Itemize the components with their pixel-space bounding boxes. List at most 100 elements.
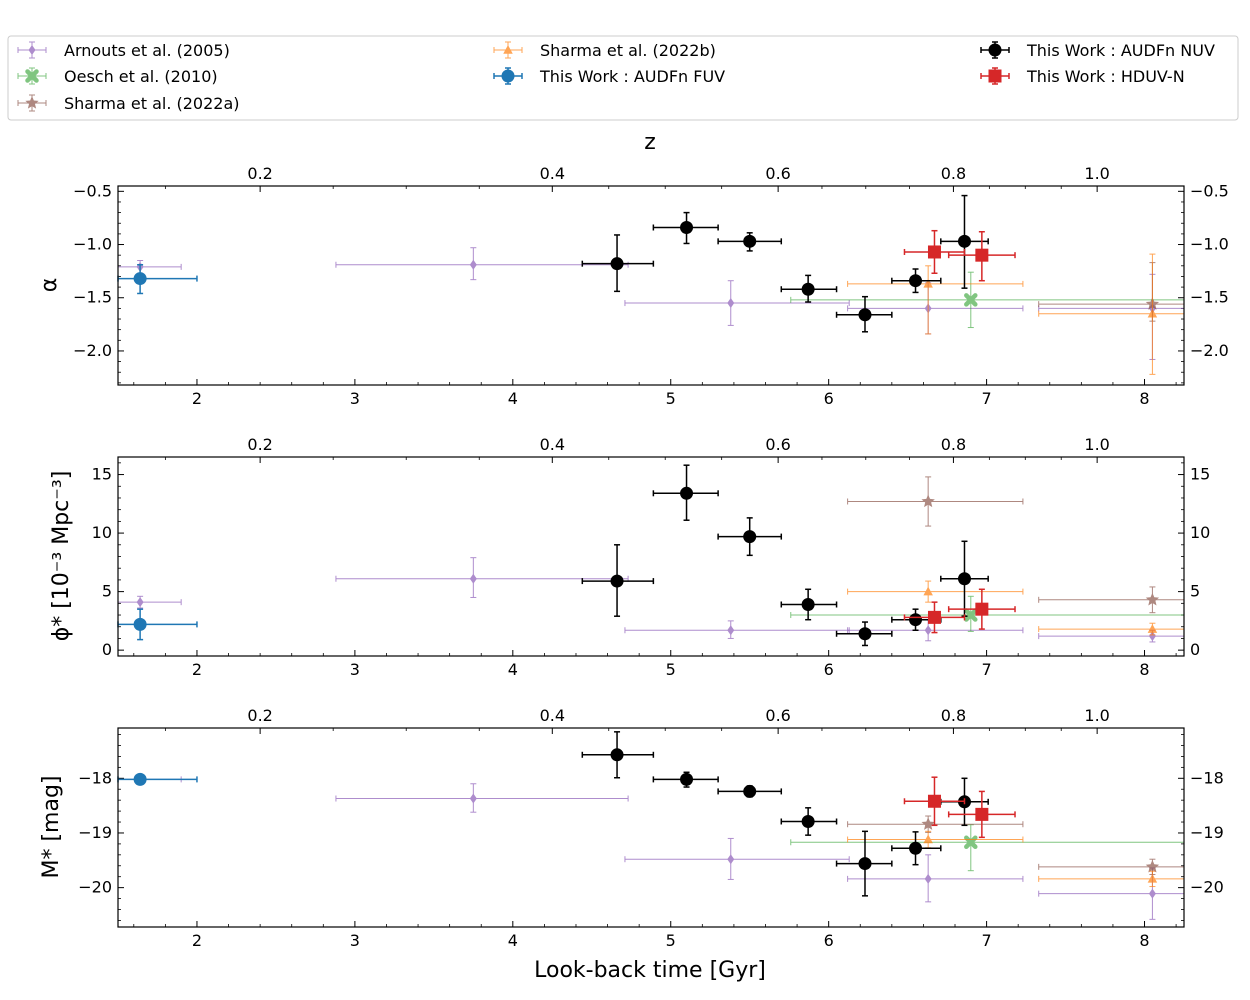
panel-phi-ticks: 2 3 4 5 6 7 8 0.2 0.4 0.6 0.8 1.0 0 0 5 5 10 10 15 15 (92, 435, 1211, 679)
panel-alpha: 2 3 4 5 6 7 8 0.2 0.4 0.6 0.8 1.0 −0.5 −0.5 −1.0 −1.0 −1… (37, 164, 1229, 408)
panel-phi-arnouts-point-0-marker (136, 597, 144, 608)
legend-marker-sharma22a-symbol (25, 96, 39, 109)
legend-marker-fuv-symbol (501, 69, 515, 83)
panel-phi-ytick-label-left: 10 (92, 523, 112, 542)
panel-mstar-sharma22a-point-1 (1038, 858, 1185, 876)
panel-phi-xtick-label-6: 6 (824, 660, 834, 679)
panel-mstar-nuv-point-1-marker (680, 772, 694, 786)
legend-marker-sharma22a (17, 94, 47, 112)
legend-marker-nuv-symbol (988, 43, 1002, 57)
panel-mstar-ytick-label-left: −19 (78, 823, 112, 842)
panel-phi-frame (117, 456, 1185, 657)
panel-alpha-ticks: 2 3 4 5 6 7 8 0.2 0.4 0.6 0.8 1.0 −0.5 −0.5 −1.0 −1.0 −1… (73, 164, 1229, 408)
panel-alpha-data (117, 194, 1185, 375)
panel-mstar-nuv-point-2-marker (743, 784, 757, 798)
panel-alpha-frame (117, 185, 1185, 386)
panel-alpha-ytick-label-right: −2.0 (1190, 341, 1229, 360)
legend: Arnouts et al. (2005) Oesch et al. (2010… (7, 35, 1239, 121)
panel-phi-xtick-label-5: 5 (666, 660, 676, 679)
panel-mstar-arnouts-point-1-marker (469, 793, 477, 804)
panel-alpha-nuv-point-6 (940, 194, 989, 289)
panel-mstar-frame (117, 727, 1185, 928)
panel-phi-nuv-point-3 (780, 588, 838, 621)
panel-mstar-ztick-label-0.2: 0.2 (247, 706, 272, 725)
panel-phi-ytick-label-left: 0 (102, 640, 112, 659)
panel-phi-nuv-point-6-marker (957, 572, 971, 586)
panel-mstar-nuv-point-4-marker (858, 857, 872, 871)
panel-phi: 2 3 4 5 6 7 8 0.2 0.4 0.6 0.8 1.0 0 0 5 5 10 10 15 15 ϕ* [1… (49, 435, 1210, 679)
panel-phi-hduv-point-0 (903, 601, 966, 634)
panel-mstar-hduv-point-0-marker (927, 794, 941, 808)
panel-phi-arnouts-point-2-marker (727, 625, 735, 636)
panel-phi-sharma22b-point-0-marker (923, 586, 933, 596)
panel-alpha-nuv-point-1 (652, 211, 719, 245)
panel-phi-ztick-label-0.8: 0.8 (941, 435, 966, 454)
panel-mstar-ticks: 2 3 4 5 6 7 8 0.2 0.4 0.6 0.8 1.0 −18 −18 −19 −19 −20 −20 (78, 706, 1224, 950)
panel-mstar-arnouts-point-3 (847, 854, 1024, 903)
panel-phi-nuv-point-3-marker (801, 597, 815, 611)
panel-phi-arnouts-point-1 (335, 557, 629, 598)
panel-phi-fuv-point-0 (117, 608, 198, 641)
panel-phi-ytick-label-right: 0 (1190, 640, 1200, 659)
panel-alpha-nuv-point-4 (835, 295, 893, 333)
panel-alpha-oesch-point-0-marker (964, 293, 978, 307)
panel-phi-arnouts-point-4-marker (1148, 631, 1156, 642)
legend-marker-oesch (17, 67, 47, 85)
panel-phi-nuv-point-5-marker (909, 613, 923, 627)
panel-phi-ytick-label-left: 5 (102, 582, 112, 601)
panel-alpha-ylabel: α (37, 278, 62, 293)
legend-marker-sharma22b (493, 41, 523, 59)
legend-label-hduv: This Work : HDUV-N (1026, 67, 1185, 86)
panel-mstar-arnouts-point-2 (624, 837, 850, 880)
panel-phi-arnouts-point-1-marker (469, 573, 477, 584)
panel-phi-xtick-label-4: 4 (508, 660, 518, 679)
panel-alpha-sharma22b-point-1-marker (1147, 308, 1158, 318)
panel-alpha-ytick-label-right: −0.5 (1190, 181, 1229, 200)
panel-mstar-ytick-label-left: −18 (78, 768, 112, 787)
panel-mstar-nuv-point-3-marker (801, 814, 815, 828)
panel-phi-sharma22b-point-1-marker (1147, 624, 1158, 633)
panel-alpha-arnouts-point-2-marker (727, 298, 735, 309)
panel-mstar-xtick-label-7: 7 (981, 931, 991, 950)
panel-alpha-ztick-label-0.8: 0.8 (941, 164, 966, 183)
legend-frame (7, 35, 1239, 121)
panel-mstar-nuv-point-5 (891, 831, 942, 866)
panel-mstar-hduv-point-0 (903, 776, 966, 827)
panel-mstar-ytick-label-right: −20 (1190, 878, 1224, 897)
panel-alpha-xtick-label-6: 6 (824, 389, 834, 408)
panel-phi-hduv-point-1-marker (975, 602, 989, 616)
panel-alpha-fuv-point-0 (117, 263, 198, 295)
panel-mstar-sharma22b-point-0-marker (923, 834, 933, 844)
panel-alpha-xtick-label-5: 5 (666, 389, 676, 408)
panel-mstar-hduv-point-1 (947, 790, 1016, 839)
panel-phi-ztick-label-0.2: 0.2 (247, 435, 272, 454)
panel-mstar-ztick-label-0.8: 0.8 (941, 706, 966, 725)
panel-phi-hduv-point-0-marker (927, 610, 941, 624)
panel-mstar-nuv-point-2 (717, 784, 783, 798)
panel-alpha-arnouts-point-1 (335, 247, 629, 281)
panel-mstar-arnouts-point-3-marker (924, 873, 932, 884)
panel-phi-nuv-point-2-marker (743, 530, 757, 544)
panel-phi-fuv-point-0-marker (133, 617, 147, 631)
panel-phi-ztick-label-0.6: 0.6 (765, 435, 790, 454)
legend-label-sharma22b: Sharma et al. (2022b) (540, 41, 716, 60)
top-x-axis-label: z (644, 130, 656, 155)
panel-phi-nuv-point-4-marker (858, 627, 872, 641)
panel-mstar-ytick-label-left: −20 (78, 878, 112, 897)
panel-mstar-ytick-label-right: −19 (1190, 823, 1224, 842)
panel-phi-oesch-point-0-marker (964, 608, 978, 622)
panel-mstar-nuv-point-4 (835, 830, 893, 897)
panel-alpha-nuv-point-2-marker (743, 234, 757, 248)
panel-phi-sharma22b-point-0 (847, 580, 1024, 603)
panel-alpha-nuv-point-2 (717, 232, 783, 252)
panel-phi-ztick-label-0.4: 0.4 (540, 435, 565, 454)
panel-phi-ylabel: ϕ* [10⁻³ Mpc⁻³] (49, 471, 74, 642)
panel-alpha-nuv-point-5-marker (909, 274, 923, 288)
panel-mstar-sharma22b-point-0 (847, 830, 1024, 849)
legend-marker-hduv-symbol (988, 69, 1002, 83)
panel-phi-nuv-point-0 (581, 544, 655, 617)
panel-alpha-xtick-label-2: 2 (192, 389, 202, 408)
panel-mstar-nuv-point-1 (652, 771, 719, 788)
panel-mstar-ylabel: M* [mag] (39, 775, 64, 878)
panel-mstar-sharma22b-point-1-marker (1147, 873, 1158, 883)
